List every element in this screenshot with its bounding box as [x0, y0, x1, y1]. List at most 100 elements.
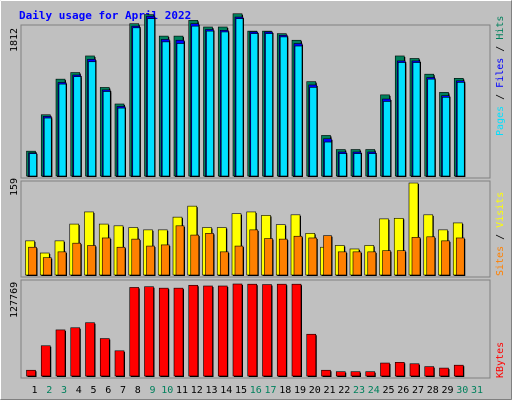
- pages-bar-19: [294, 45, 303, 177]
- day-tick-label-20: 20: [309, 385, 321, 396]
- pages-bar-7: [117, 107, 126, 177]
- pages-bar-4: [73, 76, 82, 177]
- pages-bar-5: [88, 61, 96, 177]
- pages-bar-29: [442, 97, 450, 177]
- sites-bar-10: [160, 244, 170, 276]
- kbytes-bar-9: [144, 286, 154, 377]
- day-tick-label-10: 10: [161, 385, 173, 396]
- sites-bar-12: [190, 234, 200, 276]
- kbytes-bar-8: [129, 287, 140, 377]
- day-tick-label-25: 25: [382, 385, 394, 396]
- kbytes-bar-12: [188, 284, 199, 377]
- kbytes-bar-20: [306, 333, 317, 377]
- day-tick-label-11: 11: [176, 385, 188, 396]
- sites-bar-19: [293, 235, 303, 276]
- sites-bar-9: [146, 245, 155, 276]
- chart-marks: 1 2 3 4 5 6 7 8 9 10 11 12 13 14 15 16 17 18 19 20 21 22 23 24 2…: [25, 13, 483, 396]
- day-tick-label-12: 12: [191, 385, 203, 396]
- pages-bar-15: [235, 18, 244, 177]
- kbytes-bar-21: [321, 369, 331, 377]
- kbytes-bar-15: [232, 283, 243, 377]
- day-tick-label-15: 15: [235, 385, 247, 396]
- kbytes-bar-7: [114, 350, 125, 377]
- pages-bar-16: [250, 33, 259, 177]
- kbytes-bar-26: [394, 362, 405, 377]
- sites-bar-11: [175, 225, 185, 276]
- sites-bar-17: [264, 238, 273, 276]
- pages-bar-20: [309, 87, 318, 177]
- kbytes-bar-3: [55, 329, 66, 377]
- day-tick-label-29: 29: [441, 385, 453, 396]
- day-tick-label-16: 16: [250, 385, 262, 396]
- pages-bar-9: [147, 18, 155, 177]
- day-tick-label-7: 7: [120, 385, 126, 396]
- kbytes-bar-2: [40, 345, 51, 377]
- day-tick-label-21: 21: [323, 385, 335, 396]
- pages-bar-13: [206, 30, 214, 177]
- day-tick-label-30: 30: [456, 385, 468, 396]
- sites-bar-2: [42, 257, 52, 276]
- day-tick-label-9: 9: [149, 385, 155, 396]
- pages-bar-21: [324, 141, 332, 177]
- panel-hits-legend: Pages / Files / Hits: [495, 16, 506, 136]
- kbytes-bar-23: [350, 371, 361, 377]
- sites-bar-1: [28, 246, 37, 276]
- legend-visits: Visits: [495, 192, 506, 228]
- pages-bar-24: [368, 153, 377, 177]
- pages-bar-11: [176, 43, 185, 177]
- pages-bar-3: [58, 83, 67, 177]
- day-tick-label-3: 3: [61, 385, 67, 396]
- sites-bar-25: [382, 250, 391, 276]
- sites-bar-15: [234, 245, 244, 276]
- kbytes-bar-6: [99, 338, 110, 377]
- kbytes-bar-17: [262, 284, 272, 377]
- pages-bar-28: [427, 78, 436, 177]
- legend-sep-2: /: [495, 40, 506, 58]
- panel-visits-legend: Sites / Visits: [495, 192, 506, 276]
- sites-bar-21: [323, 235, 332, 276]
- panel-hits-max-label: 1812: [9, 28, 20, 52]
- legend-sep-1: /: [495, 88, 506, 106]
- sites-bar-23: [352, 251, 362, 276]
- pages-bar-8: [132, 27, 141, 177]
- day-tick-label-26: 26: [397, 385, 409, 396]
- kbytes-bar-18: [276, 283, 287, 377]
- kbytes-bar-19: [291, 283, 302, 377]
- panel-kbytes-max-label: 127769: [9, 282, 20, 318]
- panel-visits-max-label: 159: [9, 178, 20, 196]
- panel-kbytes-legend: KBytes: [495, 342, 506, 378]
- pages-bar-1: [29, 153, 37, 177]
- kbytes-bar-13: [203, 285, 213, 377]
- kbytes-bar-25: [380, 362, 390, 377]
- kbytes-bar-4: [70, 327, 81, 377]
- kbytes-bar-11: [173, 287, 184, 377]
- pages-bar-22: [338, 153, 347, 177]
- day-tick-label-14: 14: [220, 385, 232, 396]
- day-tick-label-28: 28: [427, 385, 439, 396]
- kbytes-bar-24: [365, 371, 376, 377]
- day-tick-label-8: 8: [135, 385, 141, 396]
- sites-bar-22: [337, 251, 347, 276]
- kbytes-bar-28: [424, 366, 435, 377]
- sites-bar-18: [278, 238, 288, 276]
- kbytes-bar-27: [409, 363, 420, 377]
- pages-bar-18: [279, 36, 288, 177]
- sites-bar-27: [411, 237, 421, 276]
- sites-bar-6: [101, 237, 111, 276]
- kbytes-bar-5: [85, 322, 95, 377]
- pages-bar-26: [397, 62, 406, 177]
- kbytes-bar-16: [247, 283, 258, 377]
- chart-title: Daily usage for April 2022: [19, 9, 191, 22]
- kbytes-bar-14: [217, 285, 228, 377]
- day-tick-label-2: 2: [46, 385, 52, 396]
- sites-bar-7: [116, 246, 126, 276]
- kbytes-bar-30: [453, 364, 464, 377]
- day-tick-label-5: 5: [90, 385, 96, 396]
- sites-bar-13: [205, 233, 214, 276]
- pages-bar-2: [43, 117, 52, 177]
- sites-bar-30: [455, 237, 465, 276]
- sites-bar-24: [367, 251, 377, 276]
- day-tick-label-23: 23: [353, 385, 365, 396]
- day-tick-label-22: 22: [338, 385, 350, 396]
